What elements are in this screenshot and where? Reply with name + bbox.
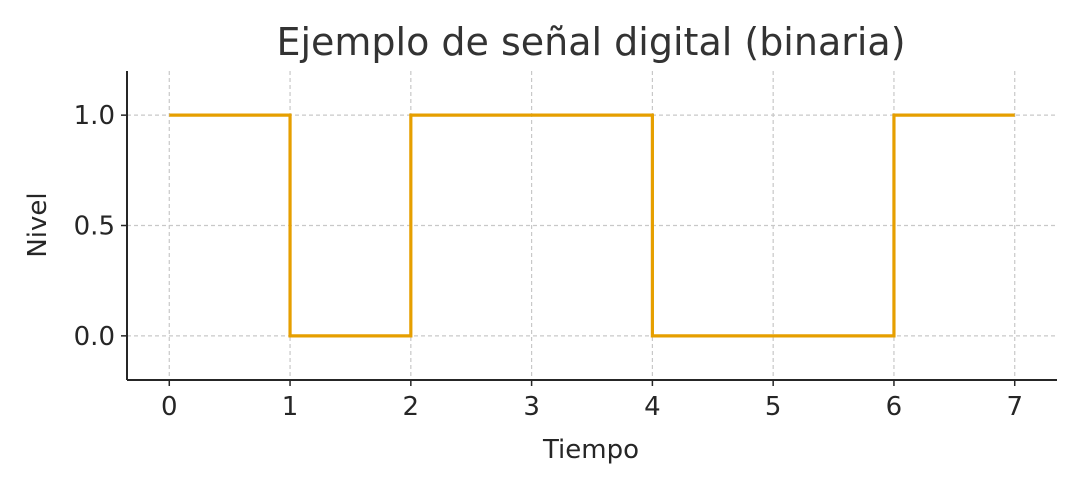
x-tick-label: 6 <box>886 392 903 422</box>
series-line-0 <box>169 113 1015 338</box>
chart-title: Ejemplo de señal digital (binaria) <box>276 20 905 64</box>
y-tick-label: 0.5 <box>74 212 115 242</box>
grid <box>127 71 1057 380</box>
ticks: 0 1 2 3 4 5 6 7 0.0 0.5 1.0 <box>74 101 1023 422</box>
x-tick-label: 7 <box>1006 392 1023 422</box>
x-tick-label: 5 <box>765 392 782 422</box>
y-tick-label: 0.0 <box>74 322 115 352</box>
x-axis-label: Tiempo <box>542 435 639 465</box>
x-tick-label: 1 <box>282 392 299 422</box>
x-tick-label: 3 <box>523 392 540 422</box>
x-tick-label: 2 <box>403 392 420 422</box>
y-axis-label: Nivel <box>23 192 53 257</box>
series-layer <box>169 113 1015 338</box>
x-tick-label: 0 <box>161 392 178 422</box>
y-tick-label: 1.0 <box>74 101 115 131</box>
x-tick-label: 4 <box>644 392 661 422</box>
